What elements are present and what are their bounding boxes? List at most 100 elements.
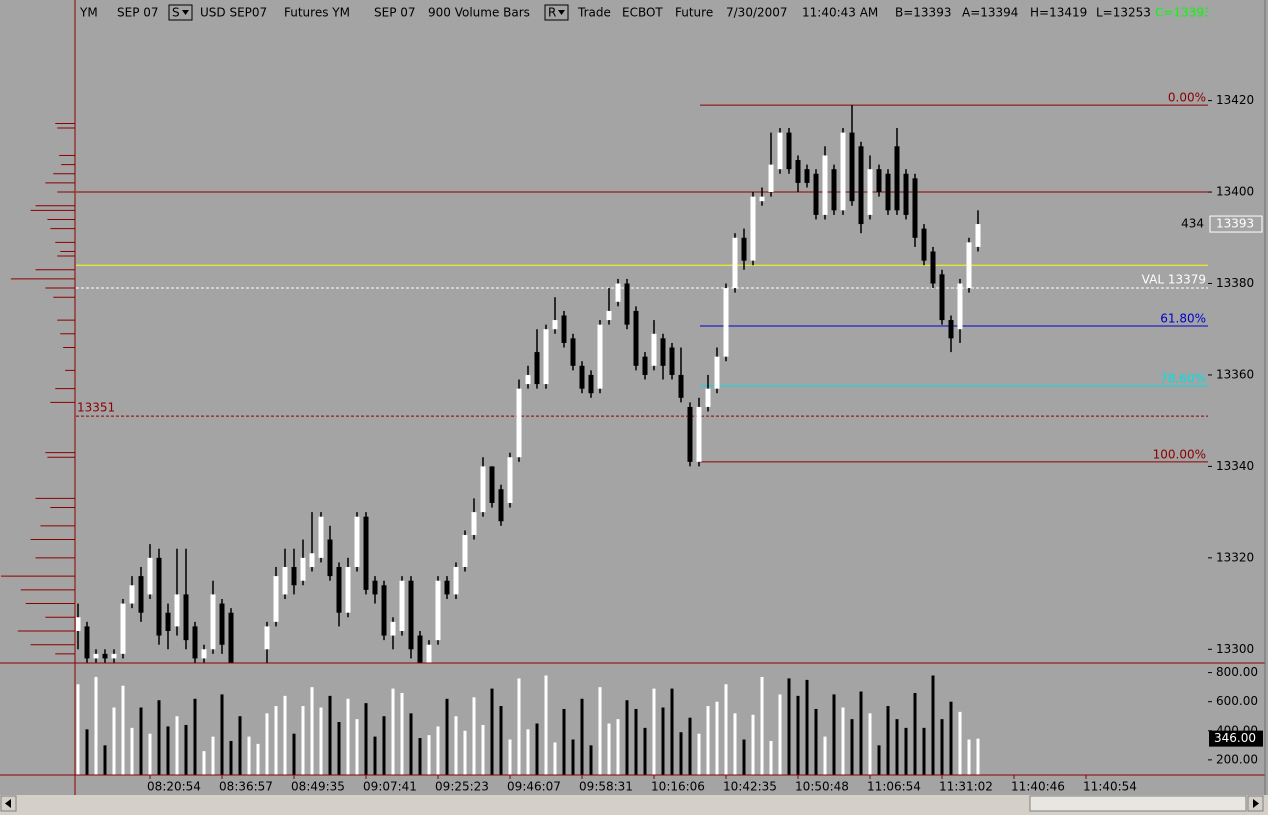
volume-bar [175,716,179,775]
volume-bar [256,743,260,775]
volume-bar [580,698,584,775]
candle-body [570,338,576,366]
volume-bar [481,724,485,775]
candle-body [156,557,162,636]
candle-body [76,617,81,631]
candle-body [309,553,315,567]
candle-body [561,315,567,343]
y-tick-label: 13380 [1216,276,1254,290]
volume-bar [103,745,107,775]
header-item: YM [79,6,98,20]
candle-body [966,242,972,289]
header-item: A=13394 [962,6,1018,20]
candle-body [975,224,981,247]
volume-bar [805,679,809,775]
candle-body [741,237,747,261]
candle-body [534,352,540,385]
volume-bar [193,698,197,775]
scrollbar[interactable] [0,795,1268,815]
y-tick-label: 13320 [1216,550,1254,564]
candle-body [687,406,693,462]
volume-bar [463,730,467,775]
candle-body [606,310,612,321]
arrow-icon [5,799,11,808]
volume-bar [427,735,431,775]
candle-body [921,228,927,261]
header-item: Futures YM [284,6,350,20]
x-tick-label: 09:25:23 [435,780,489,794]
volume-bar [751,714,755,775]
candle-body [372,580,378,595]
header-item: Trade [577,6,611,20]
volume-bar [328,695,332,775]
candle-body [615,283,621,302]
candle-body [705,388,711,407]
dropdown-box[interactable] [168,4,193,21]
volume-bar [733,713,737,775]
y-tick-label: 13300 [1216,642,1254,656]
y-tick-label: 13400 [1216,185,1254,199]
candle-body [318,516,324,558]
fib-label: 100.00% [1153,447,1206,461]
candle-body [435,580,441,641]
candle-body [327,539,333,577]
volume-bar [247,736,251,775]
candle-body [183,594,189,641]
candle-body [894,146,900,211]
scroll-thumb[interactable] [1029,795,1247,812]
candle-body [831,169,837,211]
candle-body [390,621,396,636]
volume-bar [661,707,665,775]
header-item: B=13393 [895,6,951,20]
candle-body [84,626,90,659]
volume-bar [526,729,530,775]
volume-tick-label: 200.00 [1216,752,1258,766]
dropdown-box[interactable] [544,4,569,21]
volume-bar [355,719,359,775]
volume-tick-label: 600.00 [1216,694,1258,708]
candle-body [867,169,873,215]
candle-body [930,251,936,284]
val-label: VAL 13379 [1142,273,1206,287]
volume-bar [292,733,296,775]
candle-body [399,580,405,631]
x-tick-label: 09:46:07 [507,780,561,794]
x-tick-label: 09:07:41 [363,780,417,794]
volume-bar [418,738,422,775]
volume-bar [616,719,620,775]
candle-body [192,626,198,659]
header-item: C=13393 [1155,6,1212,20]
candle-body [633,310,639,366]
candle-body [381,585,387,636]
candle-body [453,566,459,595]
last-price: 13393 [1216,217,1254,231]
volume-bar [436,726,440,775]
candle-body [228,612,234,663]
candle-body [903,173,909,215]
candle-body [669,347,675,375]
header-item: 11:40:43 AM [802,6,878,20]
volume-bar [931,675,935,775]
candle-body [219,603,225,645]
volume-bar [562,708,566,775]
header-item: SEP 07 [374,6,416,20]
volume-bar [382,716,386,775]
volume-bar [400,692,404,775]
volume-bar [949,701,953,775]
volume-bar [553,742,557,775]
candle-body [300,557,306,581]
candle-body [696,406,702,462]
volume-bar [598,687,602,775]
candle-body [795,160,801,183]
candle-body [714,356,720,389]
volume-bar [202,751,206,775]
volume-bar [670,688,674,775]
last-price-box [1209,215,1263,233]
volume-bar [652,688,656,775]
volume-bar [517,678,521,775]
fib-label: 0.00% [1168,91,1206,105]
volume-bar [922,727,926,775]
price-panel: VAL 13379 13351 0.00% 61.80% 78.60% 100.00% [76,91,1208,663]
